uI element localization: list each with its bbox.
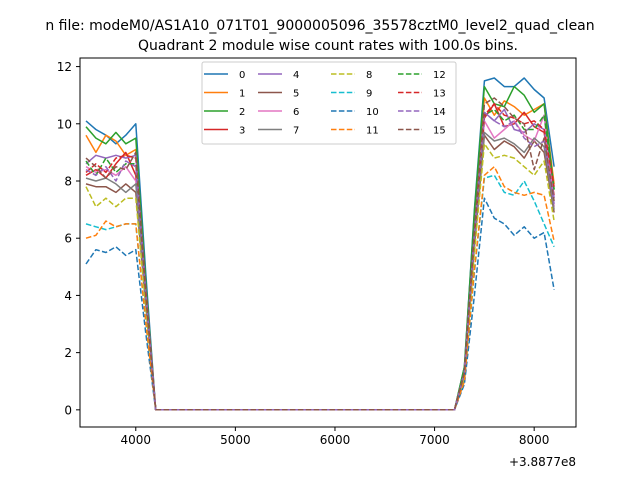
legend-label-2: 2 (239, 107, 245, 118)
legend-label-0: 0 (239, 70, 245, 81)
series-line-15 (85, 97, 555, 411)
x-axis: 4000 5000 6000 7000 8000 (121, 427, 550, 447)
x-tick-label: 8000 (519, 433, 550, 447)
series-line-10 (85, 197, 555, 411)
x-axis-offset-label: +3.8877e8 (509, 455, 576, 469)
y-tick-label: 12 (57, 60, 72, 74)
legend-label-9: 9 (366, 89, 372, 100)
legend-label-8: 8 (366, 70, 372, 81)
y-tick-label: 0 (64, 403, 72, 417)
legend-label-10: 10 (366, 107, 379, 118)
legend-label-11: 11 (366, 126, 379, 137)
series-line-7 (85, 131, 555, 411)
legend-label-13: 13 (433, 89, 446, 100)
series-layer (85, 77, 555, 411)
series-line-5 (85, 134, 555, 411)
legend-label-3: 3 (239, 126, 245, 137)
y-tick-label: 10 (57, 117, 72, 131)
x-tick-label: 4000 (121, 433, 152, 447)
series-line-8 (85, 143, 555, 411)
legend-label-1: 1 (239, 89, 245, 100)
series-line-11 (85, 165, 555, 411)
legend-label-14: 14 (433, 107, 446, 118)
legend-label-4: 4 (293, 70, 299, 81)
y-tick-label: 6 (64, 232, 72, 246)
x-tick-label: 5000 (220, 433, 251, 447)
x-tick-label: 6000 (320, 433, 351, 447)
legend-label-6: 6 (293, 107, 299, 118)
legend-box (201, 61, 457, 145)
x-tick-label: 7000 (419, 433, 450, 447)
legend-label-15: 15 (433, 126, 446, 137)
y-axis: 0 2 4 6 8 10 12 (57, 60, 80, 417)
y-tick-label: 4 (64, 289, 72, 303)
legend-label-12: 12 (433, 70, 446, 81)
figure-suptitle: n file: modeM0/AS1A10_071T01_9000005096_… (45, 18, 594, 34)
legend-label-5: 5 (293, 89, 299, 100)
legend-label-7: 7 (293, 126, 299, 137)
series-line-9 (85, 174, 555, 411)
chart-title: Quadrant 2 module wise count rates with … (138, 38, 518, 54)
axes-frame (79, 57, 577, 428)
y-tick-label: 8 (64, 175, 72, 189)
series-line-6 (85, 114, 555, 411)
y-tick-label: 2 (64, 346, 72, 360)
